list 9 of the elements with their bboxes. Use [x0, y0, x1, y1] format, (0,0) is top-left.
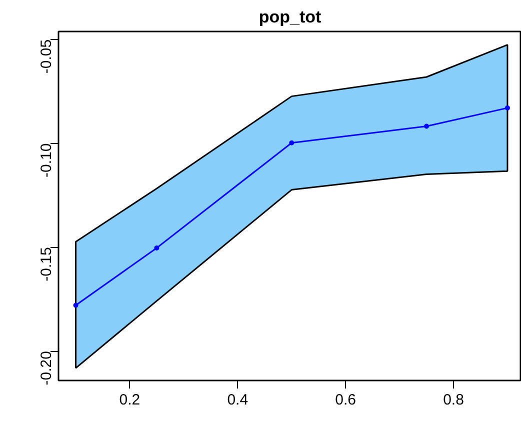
x-tick-label: 0.2	[119, 392, 140, 408]
x-tick-label: 0.6	[335, 392, 356, 408]
x-tick-label: 0.4	[227, 392, 248, 408]
y-tick-label: -0.20	[38, 350, 55, 386]
y-tick-label: -0.15	[38, 247, 55, 282]
chart-title: pop_tot	[258, 8, 322, 26]
y-tick-label: -0.10	[38, 143, 55, 178]
y-tick-label: -0.05	[38, 39, 55, 74]
x-tick-label: 0.8	[443, 392, 464, 408]
